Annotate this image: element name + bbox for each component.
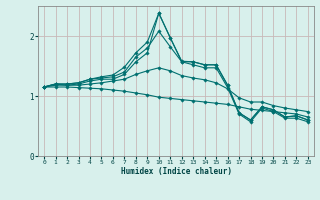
X-axis label: Humidex (Indice chaleur): Humidex (Indice chaleur)	[121, 167, 231, 176]
